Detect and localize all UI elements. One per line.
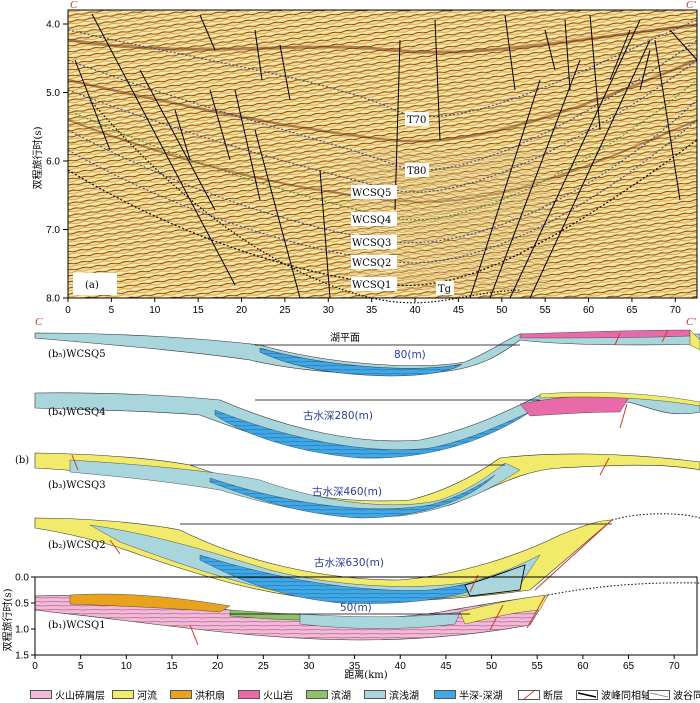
a-panel-label: (a) bbox=[85, 280, 99, 291]
wcsq4-name: (b₄)WCSQ4 bbox=[48, 407, 106, 418]
b-x-tick-label: 45 bbox=[440, 661, 452, 672]
legend-item-fault: 断层 bbox=[518, 687, 563, 702]
wcsq1-name: (b₁)WCSQ1 bbox=[48, 620, 106, 631]
a-x-tick-label: 35 bbox=[366, 305, 378, 316]
legend-item-deep-lake: 半深-深湖 bbox=[434, 687, 503, 702]
wcsq4-depth: 古水深280(m) bbox=[303, 409, 373, 422]
wcsq2-depth: 古水深630(m) bbox=[314, 556, 384, 569]
horizon-label-wcsq3: WCSQ3 bbox=[352, 238, 391, 249]
a-y-tick-label: 7.0 bbox=[46, 225, 60, 236]
a-x-tick-label: 0 bbox=[65, 305, 71, 316]
wcsq1-depth: 50(m) bbox=[340, 602, 372, 614]
legend-item-volcanic-rock: 火山岩 bbox=[238, 687, 293, 702]
a-corner-left: C bbox=[70, 0, 78, 11]
a-x-tick-label: 40 bbox=[409, 305, 421, 316]
b-x-ticks: 0 5 10 15 20 25 30 35 40 45 50 55 60 65 70 bbox=[32, 655, 680, 672]
b-x-tick-label: 25 bbox=[258, 661, 270, 672]
b-x-tick-label: 55 bbox=[532, 661, 544, 672]
b-y-tick-label: 1.5 bbox=[15, 651, 29, 662]
horizon-label-wcsq5: WCSQ5 bbox=[352, 188, 391, 199]
a-x-tick-label: 55 bbox=[540, 305, 552, 316]
b-x-tick-label: 65 bbox=[623, 661, 635, 672]
legend-item-river: 河流 bbox=[112, 687, 157, 702]
section-wcsq3: 古水深460(m) (b₃)WCSQ3 bbox=[34, 452, 700, 519]
lake-surface-label: 湖平面 bbox=[330, 332, 360, 344]
b-y-axis-title: 双程旅行时(s) bbox=[1, 588, 14, 651]
a-x-tick-label: 70 bbox=[670, 305, 682, 316]
a-corner-right: C' bbox=[686, 0, 696, 11]
b-x-tick-label: 60 bbox=[577, 661, 589, 672]
wcsq2-name: (b₂)WCSQ2 bbox=[48, 540, 106, 551]
b-y-tick-label: 0.5 bbox=[15, 599, 29, 610]
legend-item-alluvial-fan: 洪积扇 bbox=[170, 687, 225, 702]
a-y-tick-label: 5.0 bbox=[46, 88, 60, 99]
a-x-tick-label: 15 bbox=[193, 305, 205, 316]
panel-a: 4.0 5.0 6.0 7.0 8.0 0 5 10 15 20 25 30 35 40 45 50 55 60… bbox=[31, 0, 698, 316]
b-corner-left: C bbox=[35, 316, 43, 328]
b-x-tick-label: 10 bbox=[121, 661, 133, 672]
wcsq5-depth: 80(m) bbox=[394, 349, 426, 361]
a-x-tick-label: 10 bbox=[149, 305, 161, 316]
b-y-tick-label: 0.0 bbox=[15, 573, 29, 584]
a-x-tick-label: 5 bbox=[109, 305, 115, 316]
b-y-ticks: 0.0 0.5 1.0 1.5 bbox=[15, 573, 35, 662]
section-wcsq5: 湖平面 80(m) (b₅)WCSQ5 bbox=[34, 329, 700, 377]
section-wcsq4: 古水深280(m) (b₄)WCSQ4 bbox=[34, 392, 700, 459]
horizon-label-wcsq1: WCSQ1 bbox=[352, 280, 391, 291]
b-corner-right: C' bbox=[686, 316, 696, 328]
horizon-label-wcsq4: WCSQ4 bbox=[352, 215, 391, 226]
b-panel-label: (b) bbox=[15, 455, 29, 466]
faults bbox=[74, 13, 698, 299]
a-x-tick-label: 30 bbox=[323, 305, 335, 316]
b-x-axis-title: 距离(km) bbox=[344, 668, 387, 681]
b-x-tick-label: 40 bbox=[395, 661, 407, 672]
legend-item-volcaniclastic: 火山碎屑层 bbox=[30, 687, 105, 702]
horizon-label-t70: T70 bbox=[407, 115, 426, 126]
horizon-label-t80: T80 bbox=[407, 166, 426, 177]
legend: 火山碎屑层 河流 洪积扇 火山岩 滨湖 滨浅湖 半深-深湖 断层 波峰同相轴 波… bbox=[30, 687, 700, 702]
a-y-tick-label: 4.0 bbox=[46, 20, 60, 31]
horizon-label-wcsq2: WCSQ2 bbox=[352, 258, 391, 269]
b1-frame bbox=[34, 576, 698, 656]
a-x-tick-label: 25 bbox=[279, 305, 291, 316]
legend-item-shore-lake: 滨湖 bbox=[306, 687, 351, 702]
b-x-tick-label: 0 bbox=[32, 661, 38, 672]
a-x-tick-label: 50 bbox=[496, 305, 508, 316]
section-wcsq2: 古水深630(m) (b₂)WCSQ2 bbox=[34, 513, 700, 604]
b-x-tick-label: 5 bbox=[78, 661, 84, 672]
horizon-label-tg: Tg bbox=[438, 284, 452, 295]
a-y-ticks: 4.0 5.0 6.0 7.0 8.0 bbox=[46, 20, 68, 305]
a-x-tick-label: 45 bbox=[453, 305, 465, 316]
a-y-tick-label: 6.0 bbox=[46, 157, 60, 168]
panel-b: C C' (b) 湖平面 80(m) (b₅)WCSQ5 古水深280(m) (… bbox=[1, 316, 700, 681]
horizon-labels: T70 T80 WCSQ5 WCSQ4 WCSQ3 WCSQ2 WCSQ1 Tg bbox=[351, 112, 454, 295]
wcsq5-name: (b₅)WCSQ5 bbox=[48, 349, 106, 360]
b-x-tick-label: 35 bbox=[349, 661, 361, 672]
a-x-ticks: 0 5 10 15 20 25 30 35 40 45 50 55 60 65 70 bbox=[65, 298, 681, 316]
a-x-tick-label: 65 bbox=[626, 305, 638, 316]
b-y-tick-label: 1.0 bbox=[15, 625, 29, 636]
b-x-tick-label: 30 bbox=[303, 661, 315, 672]
wcsq3-name: (b₃)WCSQ3 bbox=[48, 480, 106, 491]
a-x-tick-label: 20 bbox=[236, 305, 248, 316]
b-x-tick-label: 15 bbox=[166, 661, 178, 672]
b-x-tick-label: 20 bbox=[212, 661, 224, 672]
b-x-tick-label: 70 bbox=[669, 661, 681, 672]
wcsq3-depth: 古水深460(m) bbox=[312, 485, 382, 498]
section-wcsq1: 50(m) (b₁)WCSQ1 bbox=[34, 582, 700, 646]
legend-swatch bbox=[30, 690, 52, 699]
a-y-tick-label: 8.0 bbox=[46, 294, 60, 305]
a-y-axis-title: 双程旅行时(s) bbox=[31, 126, 44, 189]
legend-item-trough-event: 波谷同相轴 bbox=[648, 687, 700, 702]
b-x-tick-label: 50 bbox=[486, 661, 498, 672]
legend-item-peak-event: 波峰同相轴 bbox=[576, 687, 651, 702]
a-x-tick-label: 60 bbox=[583, 305, 595, 316]
legend-item-shallow-lake: 滨浅湖 bbox=[364, 687, 419, 702]
